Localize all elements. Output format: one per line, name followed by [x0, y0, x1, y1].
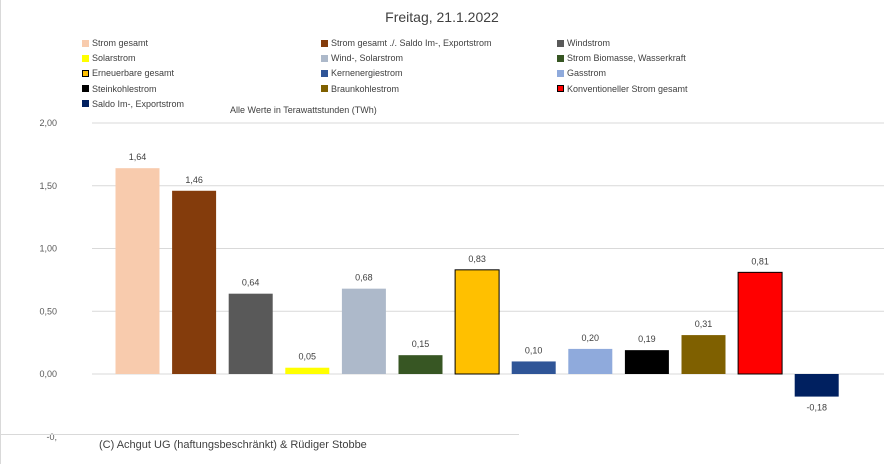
legend-item: Steinkohlestrom	[82, 84, 157, 94]
legend-swatch	[82, 39, 89, 47]
legend-item: Strom gesamt	[82, 38, 148, 48]
data-label: 0,64	[242, 278, 260, 288]
legend-label: Erneuerbare gesamt	[92, 68, 175, 79]
legend-item: Gasstrom	[557, 68, 606, 78]
legend-item: Saldo Im-, Exportstrom	[82, 99, 184, 109]
legend-label: Strom gesamt ./. Saldo Im-, Exportstrom	[331, 38, 492, 48]
legend-swatch	[557, 85, 564, 93]
legend-label: Wind-, Solarstrom	[331, 53, 404, 64]
data-label: 0,81	[751, 256, 769, 266]
bar	[285, 367, 330, 374]
legend-item: Erneuerbare gesamt	[82, 68, 174, 78]
chart-title: Freitag, 21.1.2022	[385, 9, 499, 25]
data-label: 0,10	[525, 345, 543, 355]
y-tick-label: 1,50	[39, 181, 57, 191]
chart-frame-edge	[0, 0, 1, 464]
data-label: 0,15	[412, 339, 430, 349]
legend-label: Windstrom	[567, 38, 611, 48]
legend-label: Strom gesamt	[92, 38, 149, 48]
legend-item: Braunkohlestrom	[321, 84, 399, 94]
copyright-credit: (C) Achgut UG (haftungsbeschränkt) & Rüd…	[99, 439, 367, 451]
legend-swatch	[557, 54, 564, 62]
legend-swatch	[321, 85, 328, 93]
data-label: 0,31	[695, 319, 713, 329]
bar	[737, 271, 783, 375]
legend-label: Strom Biomasse, Wasserkraft	[567, 53, 686, 64]
bar	[398, 355, 443, 374]
bar	[511, 361, 556, 374]
legend-label: Steinkohlestrom	[92, 83, 157, 94]
y-tick-label: 2,00	[39, 118, 57, 128]
bar	[228, 293, 273, 374]
legend-label: Konventioneller Strom gesamt	[567, 83, 688, 94]
legend-swatch	[321, 39, 328, 47]
legend-swatch	[557, 39, 564, 47]
legend-swatch	[82, 100, 89, 108]
data-label: -0,18	[806, 403, 827, 413]
y-tick-label: -0,	[46, 432, 57, 442]
data-label: 1,46	[185, 175, 203, 185]
bar	[624, 350, 669, 374]
y-tick-label: 0,50	[39, 306, 57, 316]
bar	[115, 168, 160, 374]
legend-item: Solarstrom	[82, 53, 136, 63]
bar	[681, 335, 726, 374]
data-label: 0,05	[299, 352, 317, 362]
data-label: 1,64	[129, 152, 147, 162]
legend-label: Saldo Im-, Exportstrom	[92, 98, 185, 109]
data-label: 0,20	[582, 333, 600, 343]
legend-swatch	[321, 54, 328, 62]
bar	[454, 269, 500, 375]
y-tick-label: 0,00	[39, 369, 57, 379]
bar	[341, 288, 386, 374]
data-label: 0,83	[468, 254, 486, 264]
bar	[794, 374, 839, 397]
legend-swatch	[82, 54, 89, 62]
legend-label: Solarstrom	[92, 53, 136, 64]
legend-swatch	[321, 69, 328, 77]
legend-label: Braunkohlestrom	[331, 83, 400, 94]
legend-item: Strom Biomasse, Wasserkraft	[557, 53, 686, 63]
legend-swatch	[82, 69, 89, 77]
chart-subtitle: Alle Werte in Terawattstunden (TWh)	[230, 105, 377, 115]
legend-item: Wind-, Solarstrom	[321, 53, 403, 63]
legend-item: Kernenergiestrom	[321, 68, 403, 78]
legend-item: Konventioneller Strom gesamt	[557, 84, 688, 94]
data-label: 0,19	[638, 334, 656, 344]
credit-divider	[0, 434, 519, 435]
legend-swatch	[82, 85, 89, 93]
y-tick-label: 1,00	[39, 244, 57, 254]
bar	[172, 190, 217, 374]
legend-item: Strom gesamt ./. Saldo Im-, Exportstrom	[321, 38, 492, 48]
legend-swatch	[557, 69, 564, 77]
data-label: 0,68	[355, 273, 373, 283]
legend-label: Gasstrom	[567, 68, 607, 79]
legend-label: Kernenergiestrom	[331, 68, 403, 79]
legend-item: Windstrom	[557, 38, 610, 48]
bar	[568, 348, 613, 374]
